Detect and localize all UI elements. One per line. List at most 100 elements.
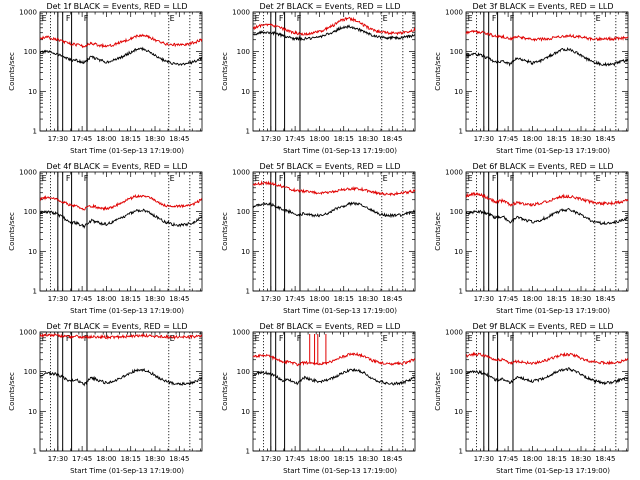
y-axis-label: Counts/sec bbox=[434, 212, 442, 251]
event-marker-label: E bbox=[468, 334, 473, 343]
x-tick-label: 17:30 bbox=[474, 455, 494, 463]
y-tick-label: 1 bbox=[33, 288, 37, 296]
plot-frame bbox=[39, 11, 203, 132]
y-tick-label: 10 bbox=[28, 88, 37, 96]
y-tick-label: 1 bbox=[459, 448, 463, 456]
y-tick-label: 1000 bbox=[19, 329, 37, 337]
y-tick-label: 1000 bbox=[445, 329, 463, 337]
y-tick-label: 10 bbox=[241, 408, 250, 416]
event-marker-label: F bbox=[66, 14, 71, 23]
chart-title: Det 5f BLACK = Events, RED = LLD bbox=[259, 162, 400, 171]
event-marker-label: F bbox=[66, 334, 71, 343]
x-tick-label: 18:15 bbox=[334, 455, 354, 463]
plot-frame bbox=[465, 11, 629, 132]
x-tick-label: 18:00 bbox=[309, 295, 329, 303]
chart-title: Det 1f BLACK = Events, RED = LLD bbox=[46, 2, 187, 11]
event-marker-label: E bbox=[383, 14, 388, 23]
event-marker-label: E bbox=[42, 334, 47, 343]
y-tick-label: 10 bbox=[241, 248, 250, 256]
x-axis-label: Start Time (01-Sep-13 17:19:00) bbox=[496, 307, 610, 315]
y-tick-label: 100 bbox=[237, 368, 250, 376]
event-marker-label: F bbox=[84, 14, 89, 23]
event-marker-label: E bbox=[596, 174, 601, 183]
y-tick-label: 1000 bbox=[232, 329, 250, 337]
x-axis-label: Start Time (01-Sep-13 17:19:00) bbox=[70, 307, 184, 315]
x-tick-label: 18:45 bbox=[169, 455, 189, 463]
plot-frame bbox=[252, 331, 416, 452]
y-axis-label: Counts/sec bbox=[434, 372, 442, 411]
x-tick-label: 18:45 bbox=[595, 135, 615, 143]
series-lld-line bbox=[252, 351, 416, 367]
x-tick-label: 17:45 bbox=[498, 455, 518, 463]
plot-frame bbox=[252, 11, 416, 132]
x-tick-label: 17:30 bbox=[48, 135, 68, 143]
x-tick-label: 18:15 bbox=[547, 295, 567, 303]
series-lld-line bbox=[39, 33, 203, 49]
event-marker-label: E bbox=[170, 174, 175, 183]
y-tick-label: 100 bbox=[24, 48, 37, 56]
y-axis-label: Counts/sec bbox=[221, 52, 229, 91]
y-tick-label: 100 bbox=[450, 48, 463, 56]
y-tick-label: 1000 bbox=[445, 9, 463, 17]
chart-title: Det 6f BLACK = Events, RED = LLD bbox=[472, 162, 613, 171]
y-axis-label: Counts/sec bbox=[221, 372, 229, 411]
x-tick-label: 18:30 bbox=[571, 455, 591, 463]
panel-1: Det 1f BLACK = Events, RED = LLD Counts/s… bbox=[8, 2, 203, 155]
x-tick-label: 18:00 bbox=[309, 135, 329, 143]
x-tick-label: 18:30 bbox=[571, 135, 591, 143]
x-tick-label: 17:30 bbox=[48, 455, 68, 463]
x-tick-label: 18:15 bbox=[547, 455, 567, 463]
y-tick-label: 100 bbox=[450, 208, 463, 216]
x-tick-label: 17:30 bbox=[474, 135, 494, 143]
event-marker-label: F bbox=[297, 334, 302, 343]
x-tick-label: 18:15 bbox=[547, 135, 567, 143]
x-tick-label: 18:30 bbox=[571, 295, 591, 303]
y-tick-label: 10 bbox=[454, 408, 463, 416]
x-tick-label: 18:15 bbox=[121, 295, 141, 303]
y-tick-label: 1 bbox=[459, 288, 463, 296]
event-marker-label: F bbox=[492, 174, 497, 183]
y-tick-label: 100 bbox=[237, 48, 250, 56]
series-events-line bbox=[465, 46, 629, 67]
x-tick-label: 17:45 bbox=[72, 455, 92, 463]
event-marker-label: F bbox=[510, 14, 515, 23]
y-tick-label: 100 bbox=[450, 368, 463, 376]
y-tick-label: 1 bbox=[459, 128, 463, 136]
y-tick-label: 10 bbox=[241, 88, 250, 96]
series-events-line bbox=[39, 208, 203, 229]
event-marker-label: E bbox=[596, 334, 601, 343]
chart-title: Det 8f BLACK = Events, RED = LLD bbox=[259, 322, 400, 331]
y-axis-label: Counts/sec bbox=[8, 372, 16, 411]
x-tick-label: 18:45 bbox=[169, 295, 189, 303]
panel-9: Det 9f BLACK = Events, RED = LLD Counts/s… bbox=[434, 322, 629, 475]
series-lld-line bbox=[465, 351, 629, 366]
plot-frame bbox=[465, 171, 629, 292]
plot-frame bbox=[39, 331, 203, 452]
event-marker-label: E bbox=[468, 14, 473, 23]
y-tick-label: 10 bbox=[28, 408, 37, 416]
x-tick-label: 18:15 bbox=[121, 455, 141, 463]
x-axis-label: Start Time (01-Sep-13 17:19:00) bbox=[283, 467, 397, 475]
x-tick-label: 18:30 bbox=[358, 135, 378, 143]
x-tick-label: 18:15 bbox=[121, 135, 141, 143]
y-axis-label: Counts/sec bbox=[8, 52, 16, 91]
x-tick-label: 17:45 bbox=[498, 135, 518, 143]
x-tick-label: 17:45 bbox=[72, 295, 92, 303]
panel-3: Det 3f BLACK = Events, RED = LLD Counts/s… bbox=[434, 2, 629, 155]
x-tick-label: 18:45 bbox=[382, 455, 402, 463]
x-tick-label: 18:30 bbox=[145, 455, 165, 463]
chart-title: Det 3f BLACK = Events, RED = LLD bbox=[472, 2, 613, 11]
y-tick-label: 1000 bbox=[445, 169, 463, 177]
y-tick-label: 100 bbox=[237, 208, 250, 216]
event-marker-label: F bbox=[84, 174, 89, 183]
x-tick-label: 17:45 bbox=[285, 295, 305, 303]
x-tick-label: 18:15 bbox=[334, 295, 354, 303]
chart-title: Det 9f BLACK = Events, RED = LLD bbox=[472, 322, 613, 331]
event-marker-label: F bbox=[492, 334, 497, 343]
x-axis-label: Start Time (01-Sep-13 17:19:00) bbox=[70, 147, 184, 155]
x-tick-label: 18:45 bbox=[382, 295, 402, 303]
series-events-line bbox=[39, 46, 203, 67]
series-events-line bbox=[39, 367, 203, 387]
event-marker-label: E bbox=[255, 14, 260, 23]
